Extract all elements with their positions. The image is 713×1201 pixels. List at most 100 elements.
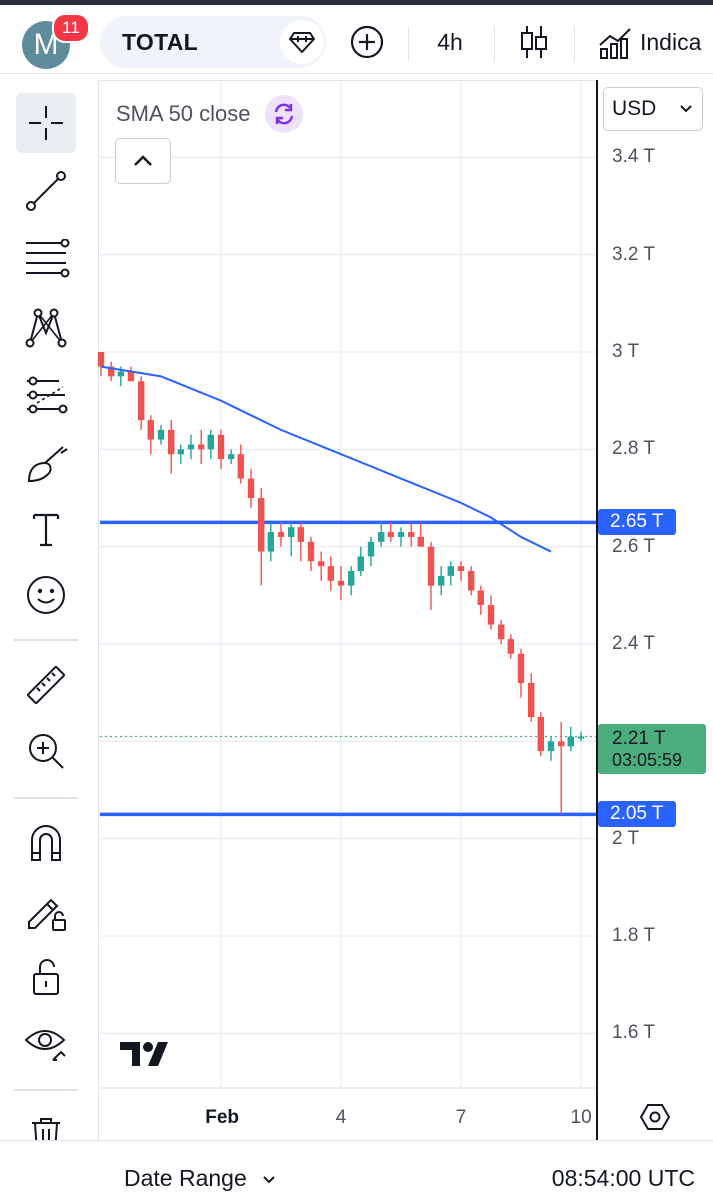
candle-body: [507, 639, 514, 654]
candle-body: [147, 420, 154, 440]
text-icon: [32, 513, 60, 547]
level-tag-upper-text: 2.65 T: [610, 511, 664, 533]
trend-line-icon: [26, 171, 66, 211]
candle-body: [288, 527, 295, 537]
candle-body: [297, 527, 304, 542]
candle-body: [528, 682, 535, 718]
price-axis[interactable]: [596, 80, 713, 1140]
chart-pane[interactable]: [98, 80, 597, 1141]
prediction-tool[interactable]: [16, 365, 76, 425]
bar-countdown: 03:05:59: [612, 750, 683, 770]
chart-type-button[interactable]: [512, 16, 556, 68]
notification-badge[interactable]: 11: [52, 13, 90, 43]
fib-retracement-tool[interactable]: [16, 229, 76, 289]
bottom-toolbar: Date Range 08:54:00 UTC: [0, 1140, 713, 1201]
candle-body: [567, 736, 574, 747]
magnet-tool[interactable]: [16, 813, 76, 873]
candle-body: [198, 444, 205, 450]
candle-body: [318, 561, 325, 567]
crosshair-tool[interactable]: [16, 93, 76, 153]
level-tag-lower-text: 2.05 T: [610, 803, 664, 825]
candle-body: [357, 556, 364, 572]
candle-body: [577, 736, 585, 739]
diamond-icon[interactable]: [280, 20, 324, 64]
candle-body: [367, 541, 375, 557]
price-chart[interactable]: [0, 0, 713, 1140]
price-axis-tick: 2.6 T: [612, 535, 655, 557]
lock-drawing-icon: [28, 898, 66, 931]
candle-body: [217, 434, 225, 460]
utc-clock[interactable]: 08:54:00 UTC: [551, 1165, 695, 1191]
interval-button[interactable]: 4h: [424, 16, 476, 68]
candle-body: [168, 429, 175, 455]
candle-body: [558, 741, 565, 747]
candle-body: [457, 566, 465, 572]
toolbar-separator: [14, 1089, 78, 1091]
candle-body: [138, 381, 145, 421]
last-price-tag: 2.21 T 03:05:59: [598, 724, 706, 774]
candle-body: [517, 653, 525, 683]
candle-body: [498, 624, 505, 640]
candle-body: [438, 575, 445, 586]
sma-legend-label: SMA 50 close: [116, 101, 251, 126]
toolbar-divider: [408, 27, 409, 61]
chevron-down-icon: [680, 105, 692, 113]
text-tool[interactable]: [16, 499, 76, 559]
currency-select[interactable]: USD: [603, 87, 703, 131]
date-range-button[interactable]: Date Range: [124, 1165, 277, 1192]
toolbar-separator: [14, 797, 78, 799]
indicators-button[interactable]: Indica: [598, 16, 713, 68]
price-axis-tick: 2.8 T: [612, 438, 655, 460]
emoji-tool[interactable]: [16, 565, 76, 625]
candle-body: [277, 532, 285, 537]
candle-body: [97, 352, 105, 367]
price-axis-tick: 1.8 T: [612, 925, 655, 947]
price-axis-tick: 3.2 T: [612, 243, 655, 265]
candle-body: [307, 541, 315, 562]
ruler-tool[interactable]: [16, 655, 76, 715]
candle-body: [157, 429, 165, 440]
price-axis-tick: 3 T: [612, 341, 640, 362]
time-axis-tick: 7: [455, 1107, 467, 1128]
candle-body: [177, 449, 184, 455]
toolbar-divider: [574, 27, 575, 61]
price-axis-tick: 2.4 T: [612, 633, 655, 655]
emoji-icon: [27, 576, 65, 614]
magnet-icon: [31, 825, 61, 861]
candle-body: [348, 571, 355, 586]
level-tag-lower[interactable]: 2.05 T: [598, 801, 676, 828]
level-tag-upper[interactable]: 2.65 T: [598, 509, 676, 536]
symbol-name: TOTAL: [122, 29, 199, 55]
prediction-icon: [27, 376, 68, 414]
candle-body: [207, 434, 214, 450]
trend-line-tool[interactable]: [16, 161, 76, 221]
candle-body: [408, 532, 415, 537]
candle-body: [468, 571, 475, 591]
eye-icon: [24, 1030, 66, 1061]
candle-body: [387, 532, 394, 537]
brush-tool[interactable]: [16, 433, 76, 493]
candle-body: [487, 605, 495, 625]
currency-label: USD: [612, 97, 657, 120]
symbol-search[interactable]: TOTAL: [100, 16, 326, 68]
brush-icon: [27, 446, 68, 483]
pattern-tool[interactable]: [16, 297, 76, 357]
tradingview-logo: [120, 1040, 176, 1073]
candle-body: [127, 371, 135, 382]
chart-settings-button[interactable]: [639, 1102, 671, 1137]
hide-drawings-tool[interactable]: [16, 1013, 76, 1073]
collapse-legend-button[interactable]: [115, 138, 171, 184]
candle-body: [337, 580, 345, 586]
candle-body: [447, 566, 454, 576]
chevron-up-icon: [134, 155, 152, 166]
unlock-tool[interactable]: [16, 947, 76, 1007]
compare-add-button[interactable]: [345, 16, 389, 68]
candle-body: [117, 371, 124, 377]
candle-body: [537, 717, 544, 752]
candles-icon: [521, 26, 547, 58]
zoom-in-tool[interactable]: [16, 721, 76, 781]
crosshair-icon: [29, 106, 63, 140]
indicator-legend[interactable]: SMA 50 close: [116, 95, 303, 133]
lock-drawings-tool[interactable]: [16, 881, 76, 941]
toolbar-divider: [494, 27, 495, 61]
